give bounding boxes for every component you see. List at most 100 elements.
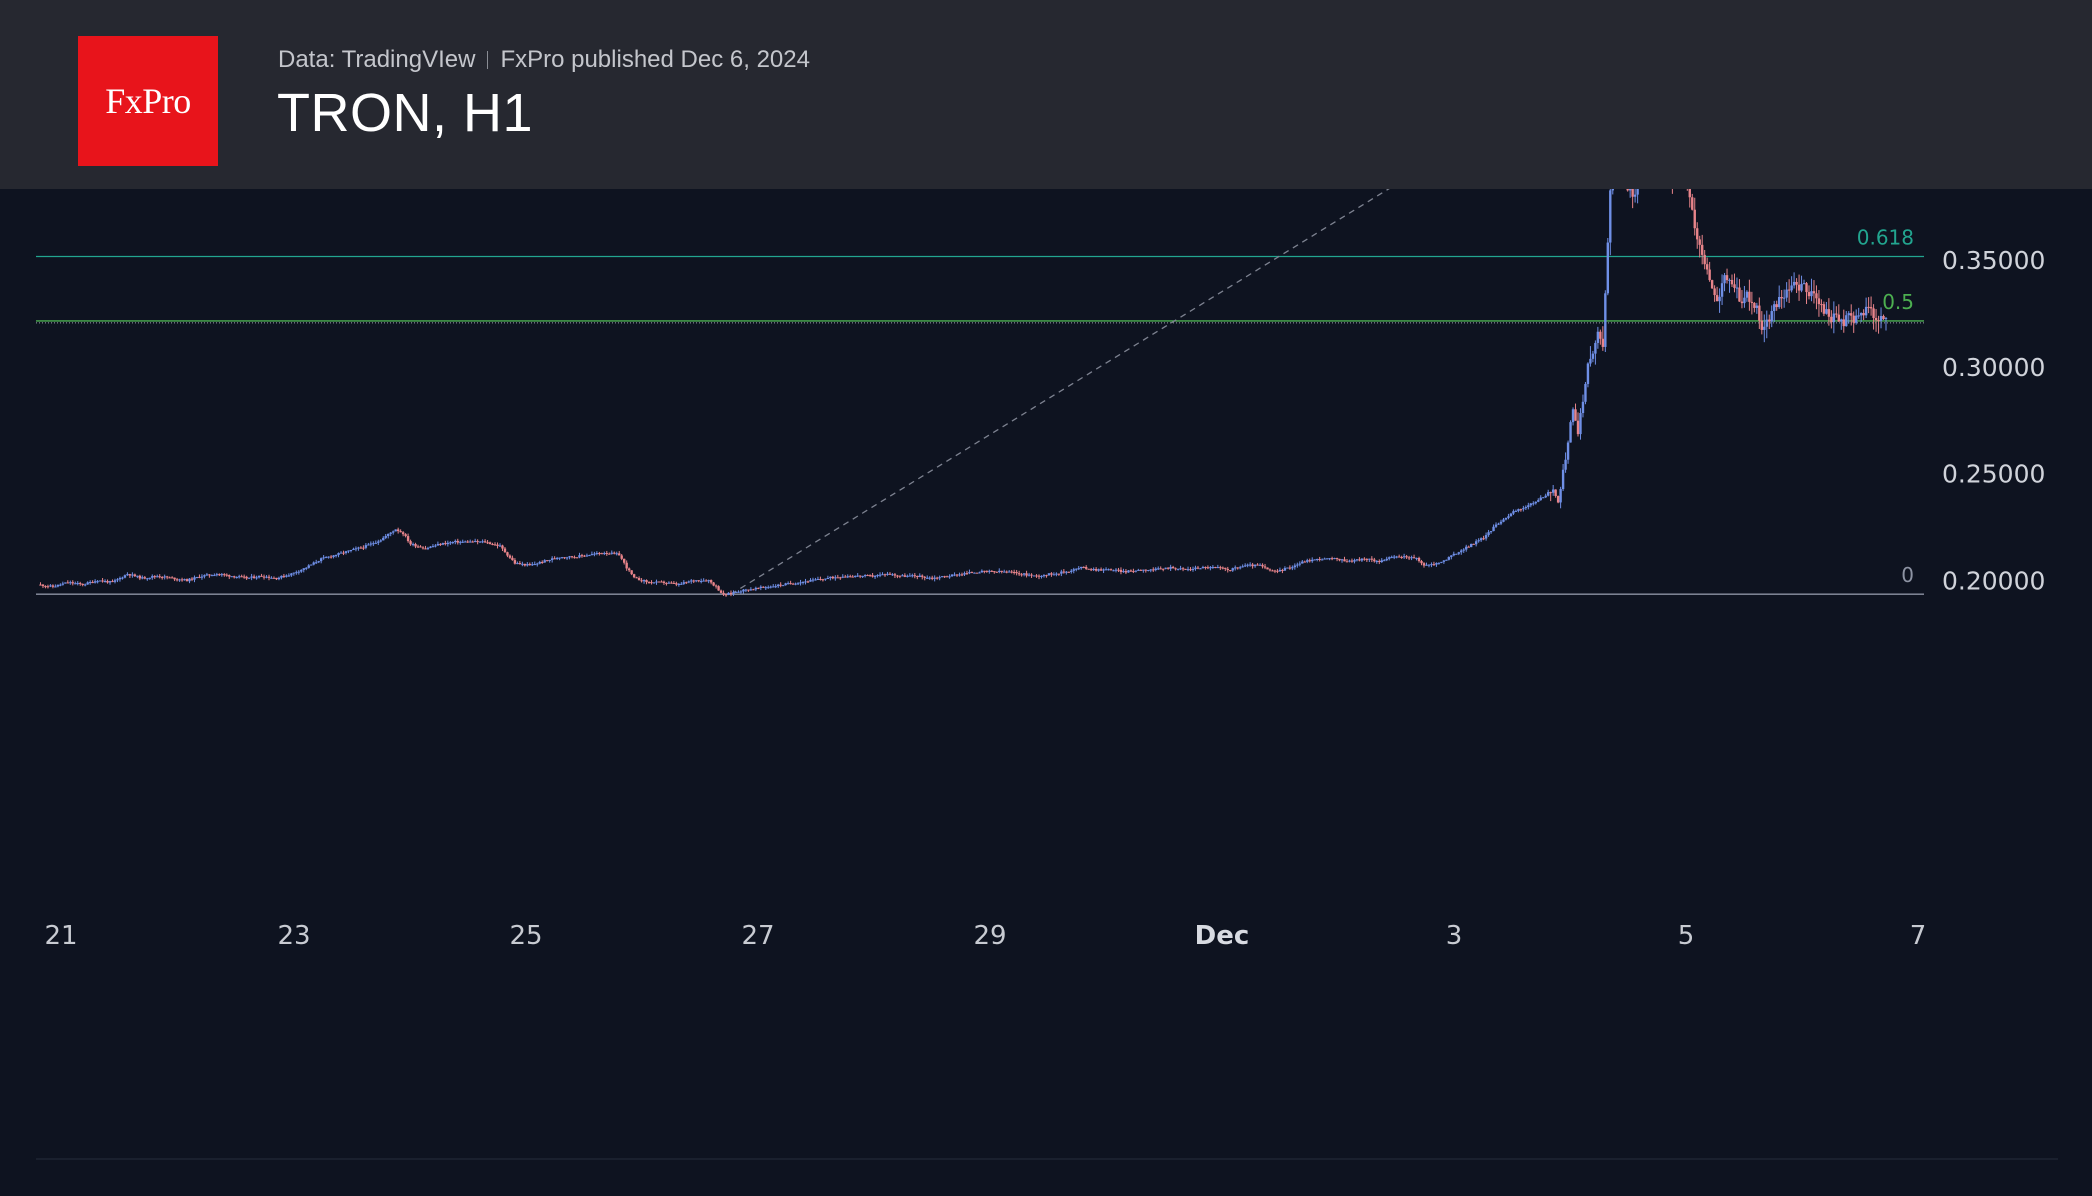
candle-body (416, 546, 420, 548)
candle-body (44, 586, 47, 588)
candle-body (1365, 559, 1369, 561)
candle-body (1204, 566, 1207, 568)
candle-body (1286, 567, 1289, 569)
candle-body (1301, 561, 1304, 564)
candle-body (1594, 342, 1597, 354)
candle-body (886, 573, 889, 575)
candle-body (876, 575, 879, 577)
candle-body (1087, 568, 1090, 570)
candle-body (640, 580, 643, 582)
candle-body (275, 577, 278, 580)
candle-body (1226, 568, 1229, 571)
candle-body (1306, 560, 1309, 562)
candle-body (79, 583, 82, 585)
candle-body (1263, 566, 1267, 568)
candle-body (1000, 570, 1003, 572)
candle-body (935, 577, 939, 579)
candle-body (175, 579, 179, 581)
candle-body (473, 541, 477, 543)
candle-body (1770, 311, 1773, 322)
candle-body (1266, 567, 1269, 570)
candle-body (1837, 314, 1841, 322)
candle-body (74, 583, 77, 585)
candle-body (282, 575, 286, 577)
candle-body (613, 552, 616, 554)
candle-body (1422, 563, 1426, 566)
candle-body (717, 586, 720, 591)
candle-body (1119, 569, 1123, 572)
candle-body (46, 586, 50, 588)
candle-body (91, 582, 94, 584)
candle-body (1579, 413, 1582, 435)
candle-body (436, 543, 440, 546)
candle-body (930, 577, 934, 579)
candle-body (165, 576, 169, 578)
candle-body (481, 541, 484, 543)
candle-body (588, 555, 591, 557)
candle-body (198, 576, 201, 578)
candle-body (585, 555, 589, 557)
candle-body (1474, 541, 1478, 545)
candle-body (1725, 275, 1729, 281)
candle-body (116, 579, 119, 581)
candle-body (389, 532, 392, 534)
candle-body (439, 543, 442, 545)
candle-body (1181, 568, 1185, 570)
candle-body (1196, 567, 1200, 569)
candle-body (1738, 287, 1741, 302)
candle-body (1768, 319, 1771, 322)
candle-body (319, 558, 323, 562)
candle-body (1236, 567, 1239, 569)
candle-body (1343, 559, 1346, 562)
candle-body (406, 536, 410, 542)
candle-body (774, 586, 777, 588)
candle-body (1735, 287, 1739, 289)
candle-body (1159, 568, 1162, 570)
candle-body (476, 541, 479, 543)
candle-body (913, 575, 917, 577)
candle-body (1057, 573, 1061, 575)
candle-body (483, 541, 487, 543)
candle-body (478, 541, 482, 543)
candle-body (752, 589, 755, 591)
candle-body (133, 574, 137, 577)
candle-body (1350, 560, 1354, 562)
candle-body (138, 575, 142, 579)
candle-body (265, 576, 268, 578)
candle-body (1820, 304, 1823, 306)
candle-body (1385, 558, 1388, 561)
candle-body (1430, 564, 1433, 566)
candle-body (657, 581, 661, 583)
candle-body (1186, 569, 1190, 571)
candle-body (791, 583, 795, 585)
candle-body (871, 575, 874, 577)
candle-body (1864, 306, 1868, 316)
candle-body (1452, 553, 1456, 556)
candle-body (677, 583, 681, 585)
candle-body (1402, 556, 1406, 558)
candle-body (1224, 567, 1227, 569)
candle-body (598, 553, 601, 555)
candle-body (1124, 571, 1128, 573)
candle-body (1850, 313, 1853, 316)
candle-body (1455, 553, 1458, 555)
candle-body (1355, 559, 1359, 561)
candle-body (975, 572, 979, 574)
candle-body (563, 557, 566, 559)
candle-body (1338, 558, 1341, 561)
candle-body (1691, 197, 1694, 210)
candle-body (1129, 570, 1133, 572)
candle-body (1134, 570, 1138, 572)
candle-body (493, 544, 497, 546)
candle-body (1055, 573, 1058, 575)
candle-body (501, 545, 504, 549)
candle-body (682, 582, 686, 584)
price-chart[interactable]: 10.7860.6180.500.450000.400000.350000.30… (0, 189, 2092, 1196)
candle-body (354, 548, 358, 550)
candle-body (558, 557, 561, 559)
candle-body (215, 574, 219, 576)
candle-body (252, 576, 256, 579)
candle-body (1705, 264, 1709, 270)
candle-body (317, 561, 320, 563)
candle-body (208, 574, 211, 576)
